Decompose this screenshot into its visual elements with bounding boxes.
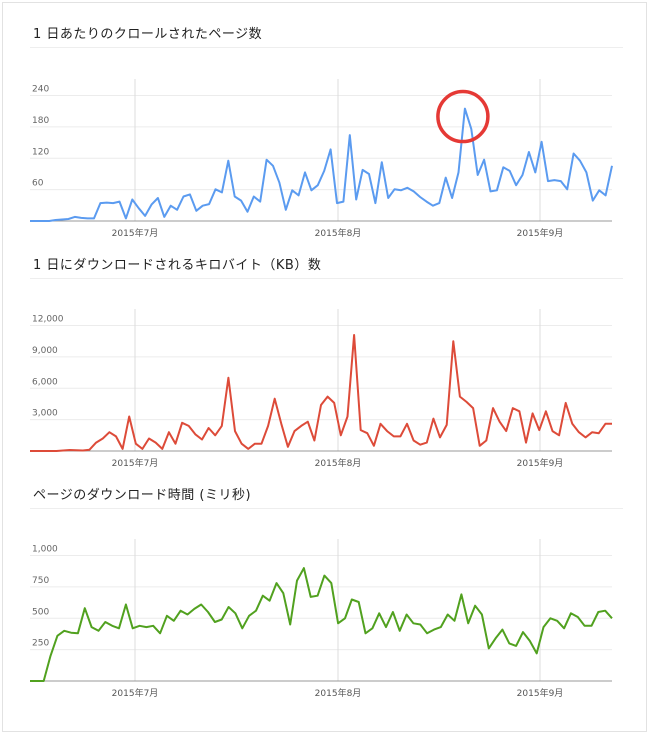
y-tick-label: 1,000 bbox=[32, 545, 58, 555]
y-tick-label: 3,000 bbox=[32, 409, 58, 419]
x-tick-label: 2015年8月 bbox=[315, 457, 362, 469]
title-separator bbox=[30, 278, 623, 279]
x-tick-label: 2015年9月 bbox=[517, 687, 564, 699]
x-tick-label: 2015年9月 bbox=[517, 457, 564, 469]
y-tick-label: 60 bbox=[32, 179, 44, 189]
peak-annotation-circle bbox=[436, 89, 490, 144]
chart-title-download-time: ページのダウンロード時間 (ミリ秒) bbox=[33, 488, 252, 503]
title-separator bbox=[30, 47, 623, 48]
y-tick-label: 240 bbox=[32, 85, 49, 95]
series-line bbox=[30, 567, 613, 682]
chart-title-crawled-pages: 1 日あたりのクロールされたページ数 bbox=[33, 27, 263, 42]
x-tick-label: 2015年7月 bbox=[112, 687, 159, 699]
x-tick-label: 2015年8月 bbox=[315, 687, 362, 699]
y-tick-label: 180 bbox=[32, 116, 49, 126]
y-tick-label: 6,000 bbox=[32, 377, 58, 387]
y-tick-label: 12,000 bbox=[32, 315, 64, 325]
x-tick-label: 2015年7月 bbox=[112, 227, 159, 239]
series-line bbox=[30, 107, 613, 222]
series-line bbox=[30, 334, 612, 452]
y-tick-label: 120 bbox=[32, 147, 49, 157]
x-tick-label: 2015年7月 bbox=[112, 457, 159, 469]
x-tick-label: 2015年8月 bbox=[315, 227, 362, 239]
chart-title-kilobytes: 1 日にダウンロードされるキロバイト（KB）数 bbox=[33, 258, 322, 273]
crawled-pages-chart: 60 120 180 240 2015年7月 2015年8月 2015年9月 bbox=[30, 79, 613, 239]
kilobytes-chart: 3,000 6,000 9,000 12,000 2015年7月 2015年8月 2015年… bbox=[30, 309, 612, 469]
download-time-chart: 250 500 750 1,000 2015年7月 2015年8月 2015年9月 bbox=[30, 539, 613, 699]
y-tick-label: 750 bbox=[32, 576, 49, 586]
x-tick-label: 2015年9月 bbox=[517, 227, 564, 239]
y-tick-label: 250 bbox=[32, 639, 49, 649]
y-tick-label: 500 bbox=[32, 607, 49, 617]
title-separator bbox=[30, 508, 623, 509]
y-tick-label: 9,000 bbox=[32, 346, 58, 356]
